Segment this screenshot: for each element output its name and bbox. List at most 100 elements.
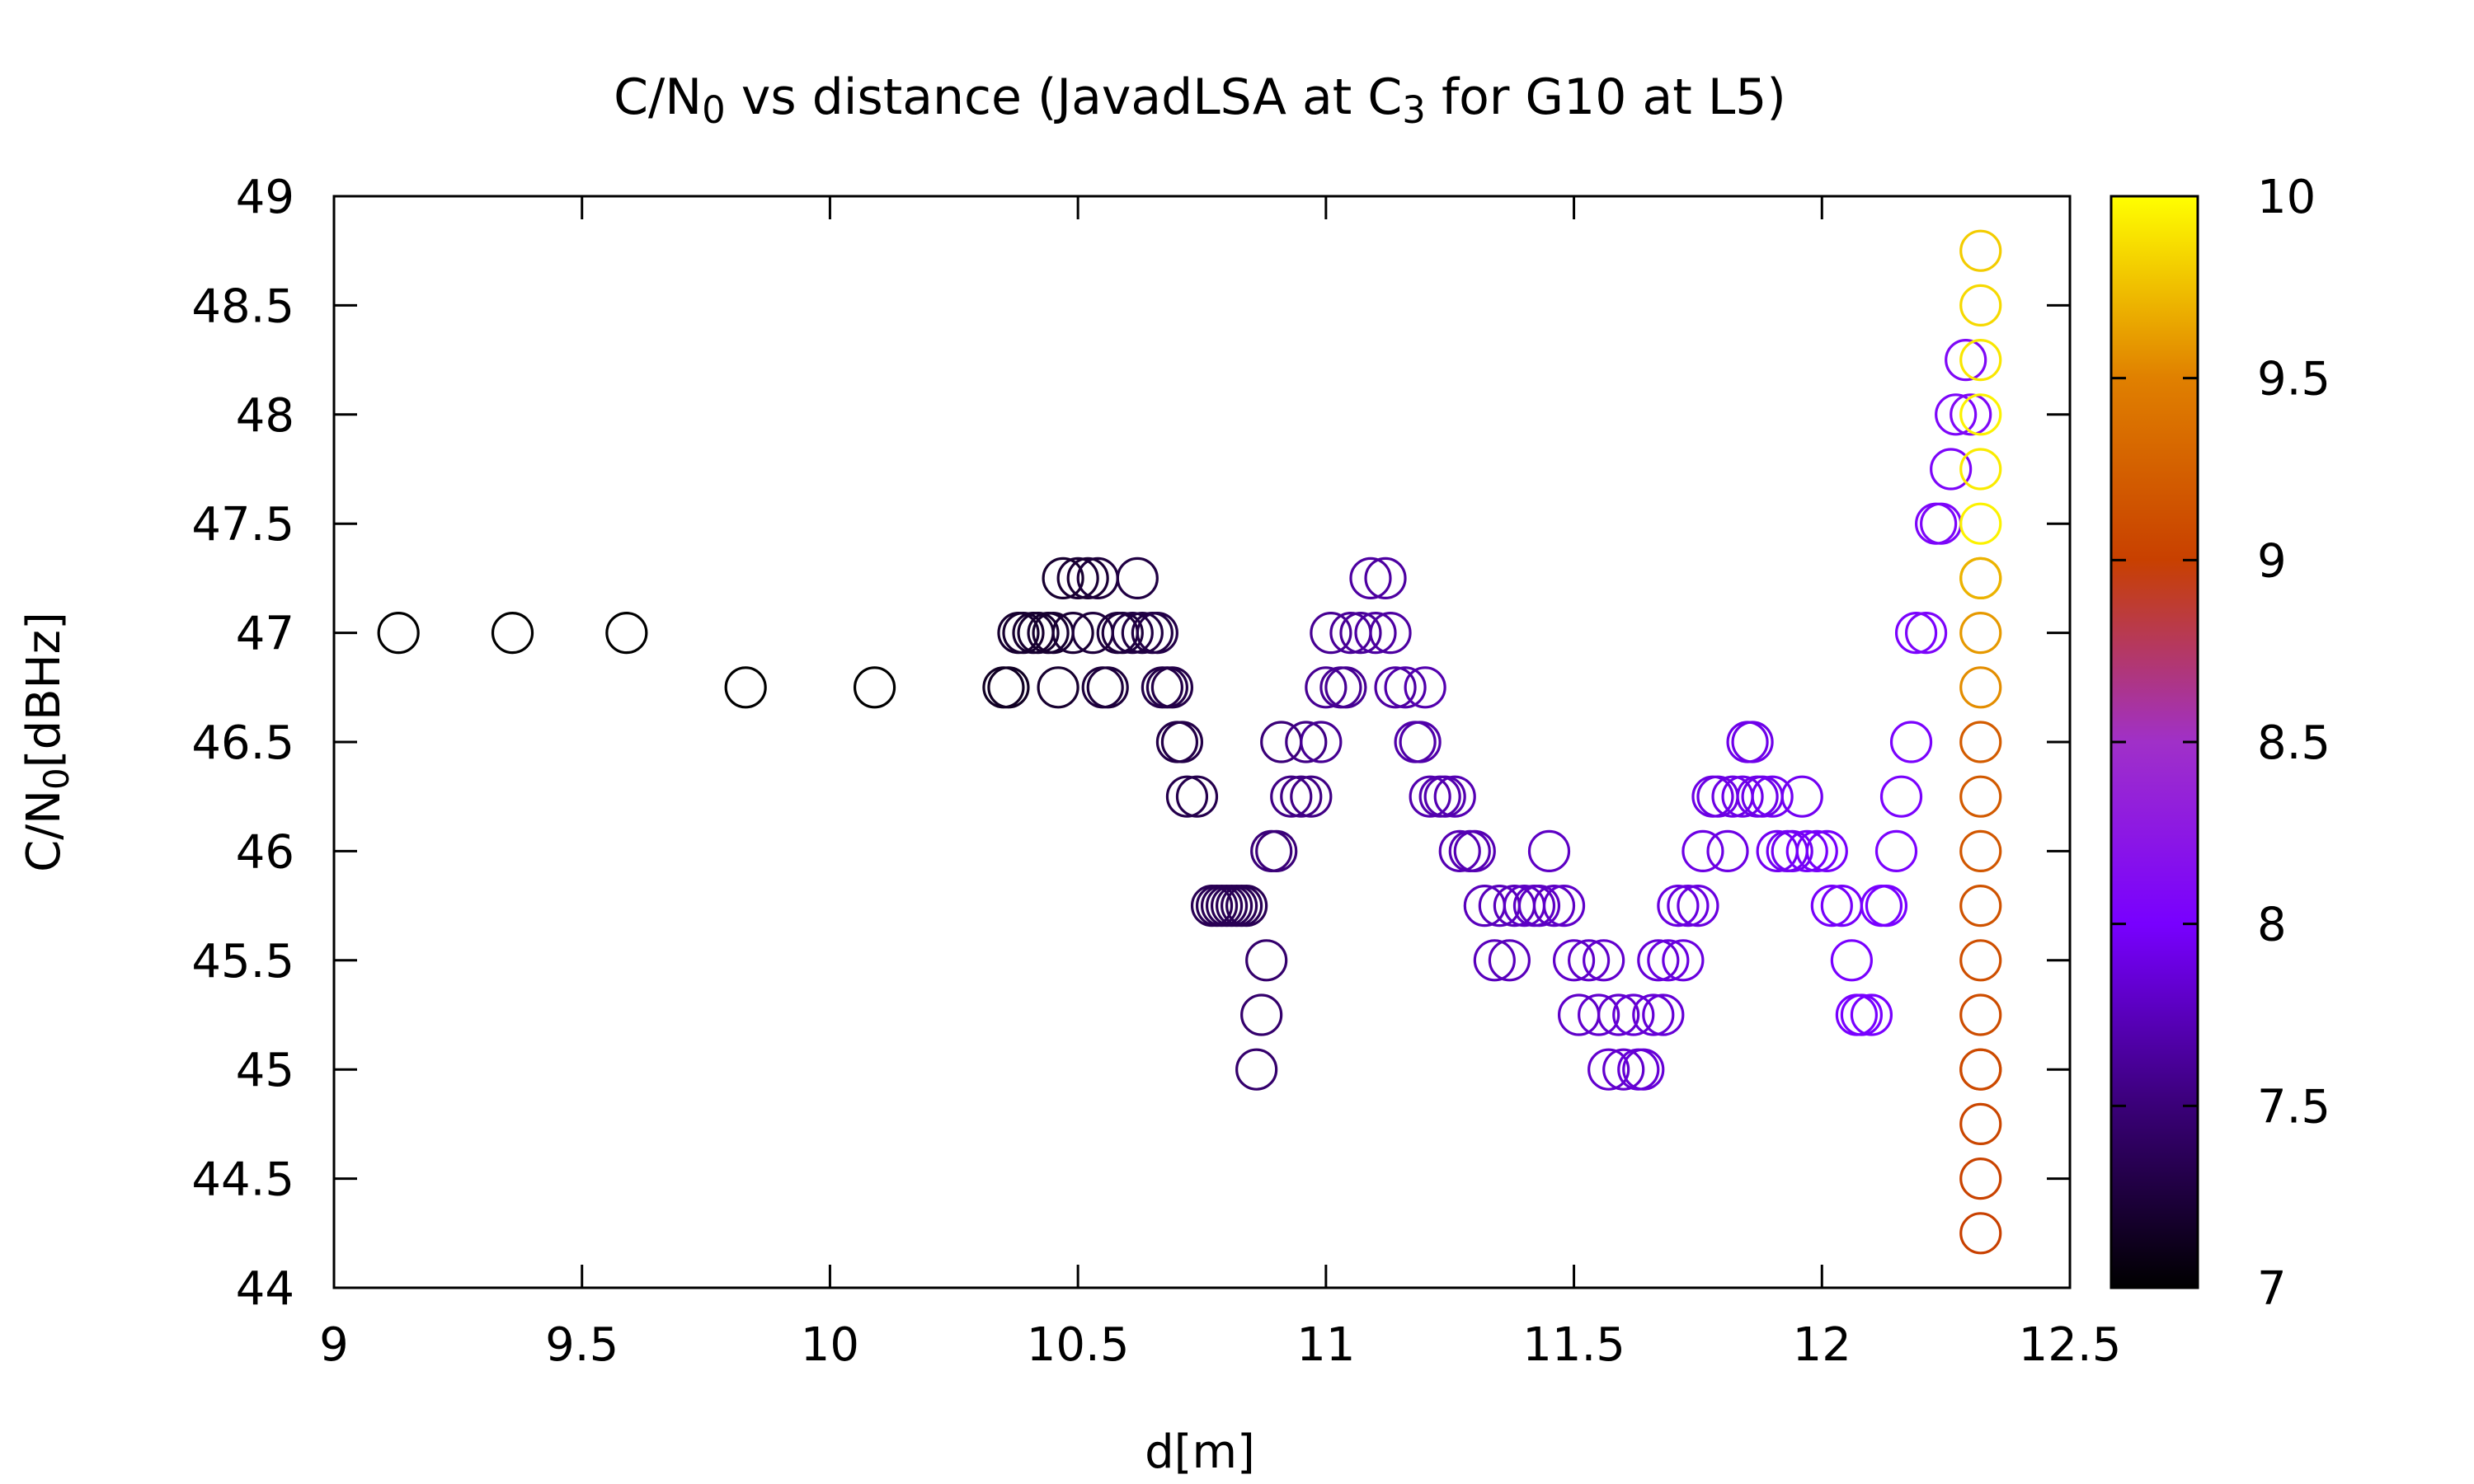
- data-point: [1731, 721, 1774, 763]
- data-point: [1111, 611, 1154, 655]
- data-point: [1874, 829, 1918, 873]
- data-point: [1622, 1048, 1665, 1091]
- data-point: [1945, 339, 1987, 382]
- data-point: [724, 666, 767, 709]
- data-point: [1751, 775, 1794, 818]
- data-point: [1721, 775, 1764, 818]
- data-point: [1285, 721, 1328, 763]
- data-point: [1647, 939, 1690, 982]
- data-point: [1150, 666, 1194, 709]
- data-point: [1473, 939, 1516, 982]
- x-axis-title: d[m]: [1145, 1425, 1255, 1479]
- data-point: [1597, 993, 1640, 1036]
- data-point: [1255, 829, 1298, 873]
- colorbar-tick-label: 8.5: [2257, 716, 2331, 770]
- y-tick-label: 46.5: [191, 716, 294, 770]
- data-point: [1453, 829, 1496, 873]
- data-point: [1771, 829, 1813, 873]
- data-point: [1889, 721, 1933, 763]
- data-point: [1527, 829, 1571, 873]
- y-tick-label: 48.5: [191, 279, 294, 333]
- data-point: [1056, 556, 1099, 600]
- y-tick-label: 47.5: [191, 498, 294, 552]
- data-point: [1935, 393, 1978, 436]
- data-point: [1959, 993, 2002, 1036]
- data-point: [1364, 556, 1407, 600]
- data-point: [1950, 393, 1992, 436]
- data-point: [1632, 993, 1675, 1036]
- x-tick-label: 12: [1793, 1318, 1851, 1372]
- data-point: [1037, 666, 1079, 709]
- x-tick-label: 10.5: [1027, 1318, 1130, 1372]
- data-point: [1280, 775, 1323, 818]
- data-point: [1324, 666, 1367, 709]
- data-point: [1865, 884, 1908, 928]
- data-point: [1399, 721, 1442, 763]
- y-tick-label: 48: [236, 389, 294, 443]
- data-point: [1235, 1048, 1278, 1091]
- data-point: [1894, 611, 1938, 655]
- data-point: [1602, 1048, 1645, 1091]
- data-point: [1805, 829, 1848, 873]
- data-point: [1780, 775, 1823, 818]
- data-point: [1820, 884, 1863, 928]
- data-point: [1830, 939, 1873, 982]
- scatter-points: [377, 229, 2002, 1255]
- y-tick-label: 49: [236, 171, 294, 224]
- data-point: [1959, 775, 2002, 818]
- colorbar: 7 7.5 8 8.5 9 9.5 10: [2109, 171, 2331, 1316]
- x-tick-label: 11.5: [1522, 1318, 1625, 1372]
- data-point: [1310, 611, 1352, 655]
- data-point: [1959, 502, 2002, 545]
- data-point: [1583, 939, 1625, 982]
- data-point: [1662, 939, 1705, 982]
- data-point: [1795, 829, 1838, 873]
- data-point: [1840, 993, 1883, 1036]
- data-point: [491, 611, 534, 655]
- data-point: [987, 666, 1030, 709]
- data-point: [1637, 939, 1680, 982]
- data-point: [1657, 884, 1700, 928]
- colorbar-tick-label: 7.5: [2257, 1080, 2331, 1134]
- data-point: [1642, 993, 1685, 1036]
- data-point: [1959, 666, 2002, 709]
- data-point: [1260, 721, 1303, 763]
- data-point: [1136, 611, 1178, 655]
- data-point: [1959, 1212, 2002, 1255]
- data-point: [1959, 721, 2002, 763]
- data-point: [1051, 611, 1094, 655]
- colorbar-tick-label: 7: [2257, 1262, 2287, 1316]
- data-point: [1552, 939, 1596, 982]
- data-point: [1850, 993, 1893, 1036]
- data-point: [1354, 611, 1397, 655]
- data-point: [1384, 666, 1427, 709]
- data-point: [1270, 775, 1313, 818]
- data-point: [1959, 284, 2002, 326]
- data-point: [1116, 556, 1159, 600]
- x-tick-label: 12.5: [2019, 1318, 2122, 1372]
- data-point: [1587, 1048, 1630, 1091]
- data-point: [1175, 775, 1219, 818]
- data-point: [1423, 775, 1466, 818]
- y-tick-label: 45.5: [191, 935, 294, 989]
- y-tick-label: 44: [236, 1262, 294, 1316]
- data-point: [1959, 556, 2002, 600]
- data-point: [1438, 829, 1481, 873]
- data-point: [1959, 1048, 2002, 1091]
- data-point: [1240, 993, 1283, 1036]
- data-point: [1532, 884, 1576, 928]
- plot-area: 9 9.5 10 10.5 11 11.5 12 12.5 44 44.5 45 45.5 46 46.5…: [191, 171, 2121, 1372]
- y-tick-label: 44.5: [191, 1153, 294, 1207]
- colorbar-tick-label: 8: [2257, 899, 2287, 952]
- data-point: [1305, 666, 1348, 709]
- data-point: [1785, 829, 1828, 873]
- data-point: [1879, 775, 1923, 818]
- data-point: [1904, 611, 1948, 655]
- data-point: [1706, 829, 1749, 873]
- y-tick-label: 45: [236, 1044, 294, 1097]
- data-point: [1290, 775, 1333, 818]
- data-point: [605, 611, 648, 655]
- data-point: [1433, 775, 1476, 818]
- data-point: [1488, 939, 1531, 982]
